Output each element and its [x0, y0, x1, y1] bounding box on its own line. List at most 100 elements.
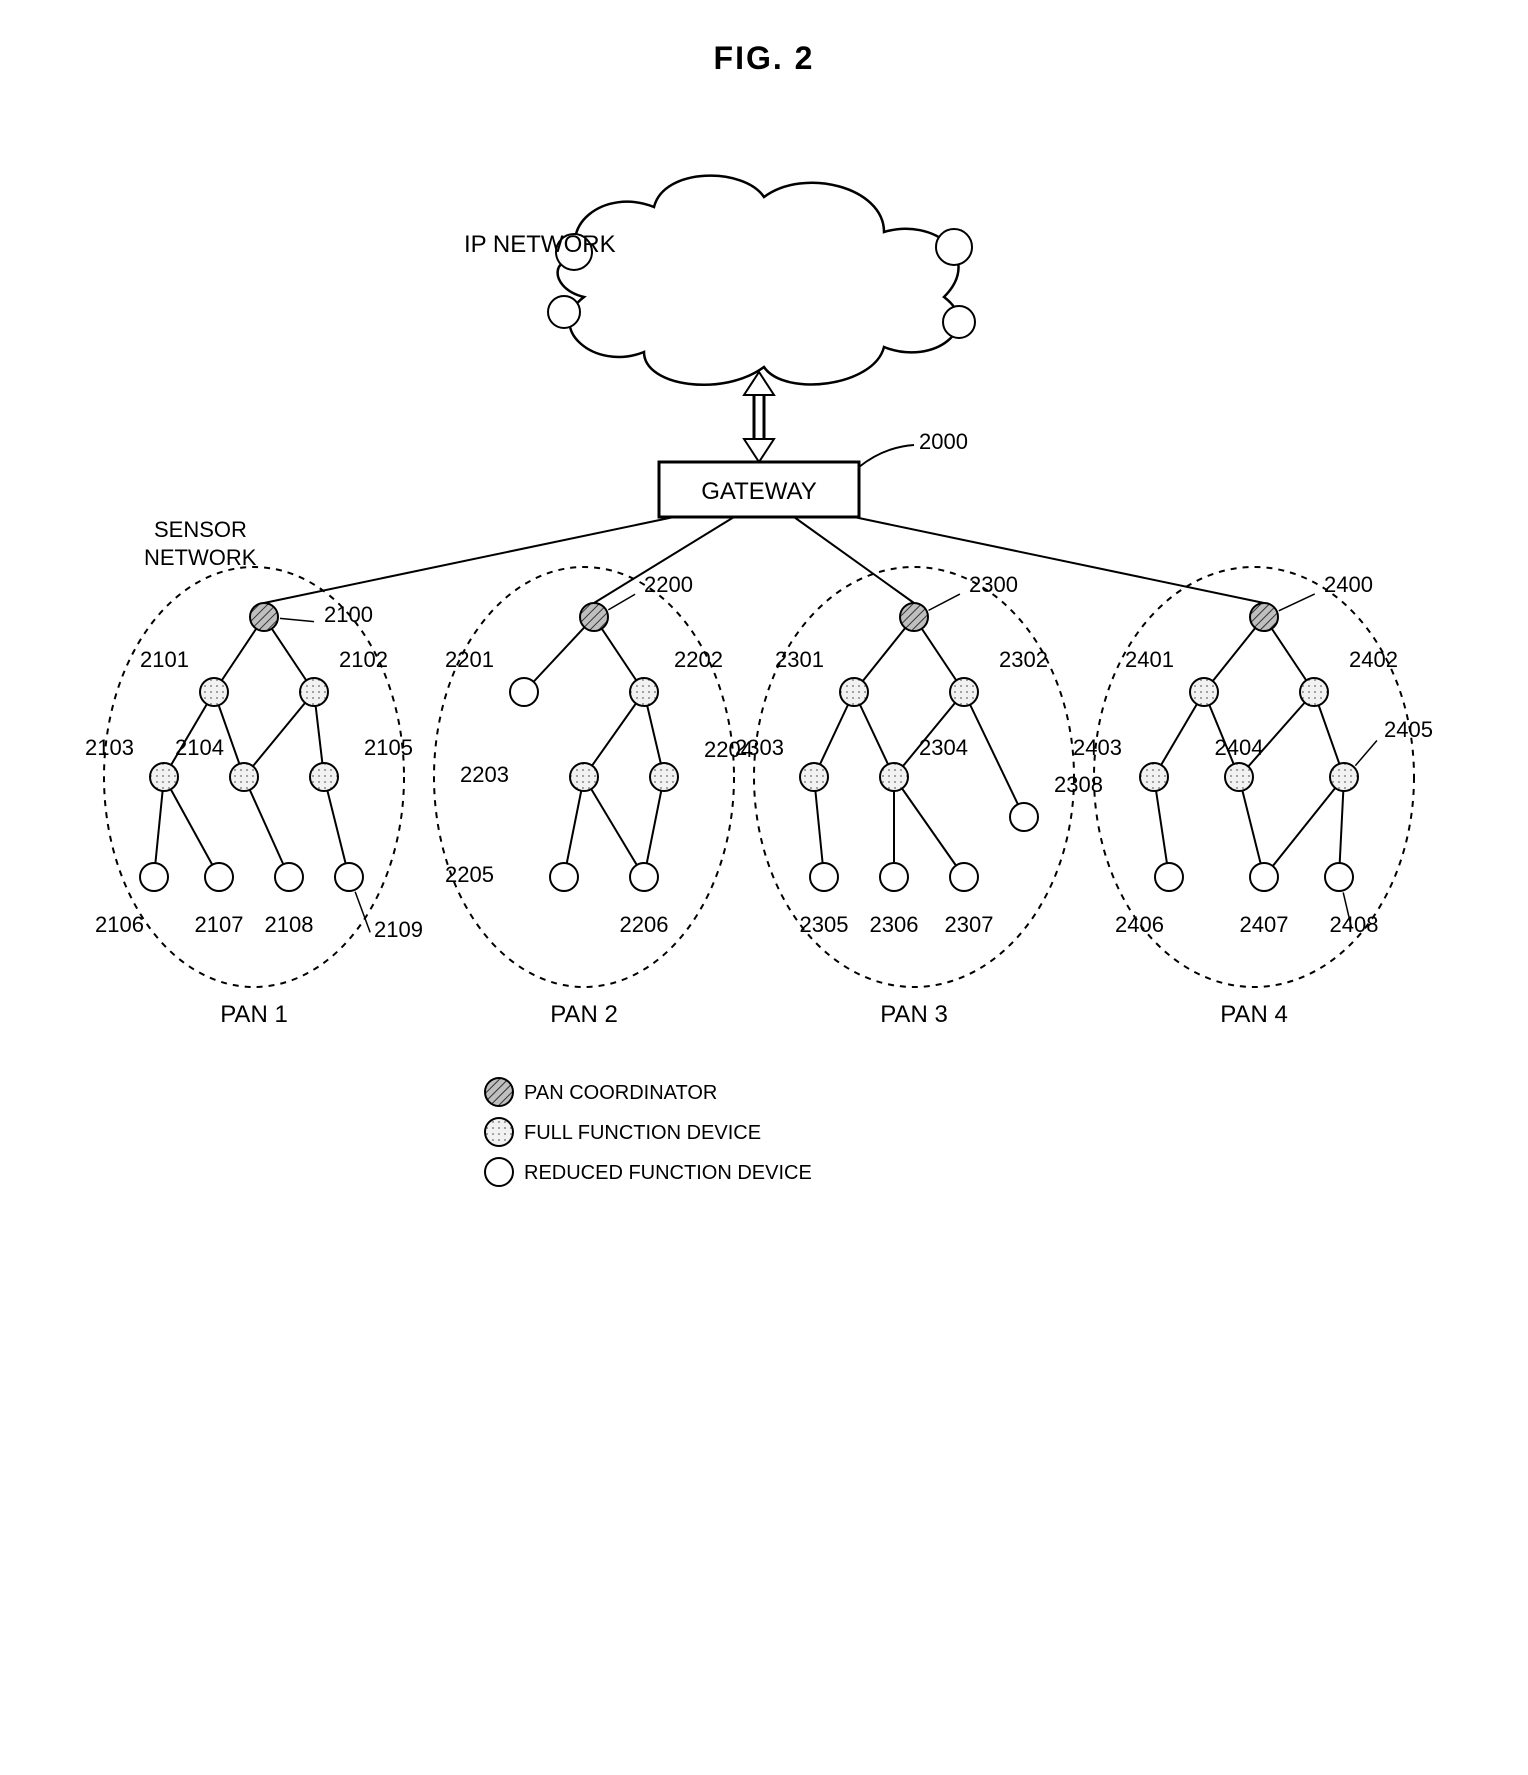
node-ref-label: 2205: [445, 862, 494, 887]
node-ffd: [650, 763, 678, 791]
edge: [244, 777, 289, 877]
leader-line: [608, 594, 635, 610]
node-ref-label: 2308: [1054, 772, 1103, 797]
node-coord: [580, 603, 608, 631]
figure-title: FIG. 2: [40, 40, 1488, 77]
node-rfd: [205, 863, 233, 891]
node-ref-label: 2305: [800, 912, 849, 937]
leader-line: [355, 892, 370, 933]
gateway-to-pan-link: [854, 517, 1264, 603]
network-diagram: IP NETWORK GATEWAY 2000 SENSOR NETWORK 2…: [64, 137, 1464, 1237]
node-ref-label: 2406: [1115, 912, 1164, 937]
node-ref-label: 2201: [445, 647, 494, 672]
node-ref-label: 2206: [620, 912, 669, 937]
gateway-box: GATEWAY: [659, 462, 859, 517]
pan-name: PAN 2: [550, 1001, 618, 1028]
pan-name: PAN 4: [1220, 1001, 1288, 1028]
node-ref-label: 2307: [945, 912, 994, 937]
node-rfd: [630, 863, 658, 891]
legend: PAN COORDINATOR FULL FUNCTION DEVICE RED…: [485, 1078, 812, 1186]
node-rfd: [140, 863, 168, 891]
leader-line: [1355, 741, 1377, 766]
edge: [564, 777, 584, 877]
node-ref-label: 2400: [1324, 572, 1373, 597]
edge: [244, 692, 314, 777]
node-ffd: [310, 763, 338, 791]
node-ffd: [1330, 763, 1358, 791]
edge: [1339, 777, 1344, 877]
legend-rfd-label: REDUCED FUNCTION DEVICE: [524, 1162, 812, 1184]
pan-name: PAN 1: [220, 1001, 288, 1028]
node-ffd: [230, 763, 258, 791]
node-rfd: [550, 863, 578, 891]
node-ffd: [1140, 763, 1168, 791]
node-ref-label: 2200: [644, 572, 693, 597]
node-rfd: [950, 863, 978, 891]
sensor-network-label-2: NETWORK: [144, 545, 257, 570]
node-ref-label: 2300: [969, 572, 1018, 597]
edge: [584, 692, 644, 777]
node-ref-label: 2104: [175, 735, 224, 760]
gateway-to-pan-link: [264, 517, 674, 603]
node-coord: [250, 603, 278, 631]
gateway-ref-leader: [859, 445, 914, 467]
node-ffd: [880, 763, 908, 791]
gateway-ref: 2000: [919, 429, 968, 454]
node-ffd: [1225, 763, 1253, 791]
edge: [894, 777, 964, 877]
node-rfd: [1325, 863, 1353, 891]
legend-ffd-label: FULL FUNCTION DEVICE: [524, 1122, 761, 1144]
edge: [644, 777, 664, 877]
node-ref-label: 2107: [195, 912, 244, 937]
node-ffd: [570, 763, 598, 791]
edge: [324, 777, 349, 877]
edge: [1264, 777, 1344, 877]
edge: [524, 617, 594, 692]
node-ref-label: 2108: [265, 912, 314, 937]
pan-group: 240024012402240324042405240624072408PAN …: [1073, 567, 1433, 1028]
node-ffd: [200, 678, 228, 706]
node-ffd: [840, 678, 868, 706]
edge: [584, 777, 644, 877]
node-rfd: [1010, 803, 1038, 831]
node-ffd: [150, 763, 178, 791]
node-ffd: [300, 678, 328, 706]
pan-name: PAN 3: [880, 1001, 948, 1028]
node-ref-label: 2101: [140, 647, 189, 672]
leader-line: [280, 618, 314, 621]
node-rfd: [810, 863, 838, 891]
node-ffd: [1300, 678, 1328, 706]
node-rfd: [275, 863, 303, 891]
edge: [154, 777, 164, 877]
node-ref-label: 2404: [1215, 735, 1264, 760]
node-rfd: [1155, 863, 1183, 891]
node-ref-label: 2103: [85, 735, 134, 760]
gateway-links: [264, 517, 1264, 603]
node-ffd: [1190, 678, 1218, 706]
node-ref-label: 2109: [374, 917, 423, 942]
sensor-network-label-1: SENSOR: [154, 517, 247, 542]
leader-line: [929, 594, 960, 610]
node-rfd: [510, 678, 538, 706]
legend-coord-icon: [485, 1078, 513, 1106]
node-rfd: [880, 863, 908, 891]
node-ref-label: 2302: [999, 647, 1048, 672]
node-ref-label: 2303: [735, 735, 784, 760]
node-ref-label: 2408: [1330, 912, 1379, 937]
node-coord: [1250, 603, 1278, 631]
node-ref-label: 2401: [1125, 647, 1174, 672]
edge: [1154, 777, 1169, 877]
node-ref-label: 2202: [674, 647, 723, 672]
legend-rfd-icon: [485, 1158, 513, 1186]
diagram-container: IP NETWORK GATEWAY 2000 SENSOR NETWORK 2…: [40, 137, 1488, 1237]
edge: [964, 692, 1024, 817]
pan-group: 2200220122022203220422052206PAN 2: [434, 567, 753, 1028]
node-ref-label: 2407: [1240, 912, 1289, 937]
node-ref-label: 2100: [324, 602, 373, 627]
gateway-to-pan-link: [794, 517, 914, 603]
legend-coord-label: PAN COORDINATOR: [524, 1082, 717, 1104]
pan-group: 230023012302230323042308230523062307PAN …: [735, 567, 1103, 1028]
node-ref-label: 2301: [775, 647, 824, 672]
node-rfd: [335, 863, 363, 891]
node-coord: [900, 603, 928, 631]
